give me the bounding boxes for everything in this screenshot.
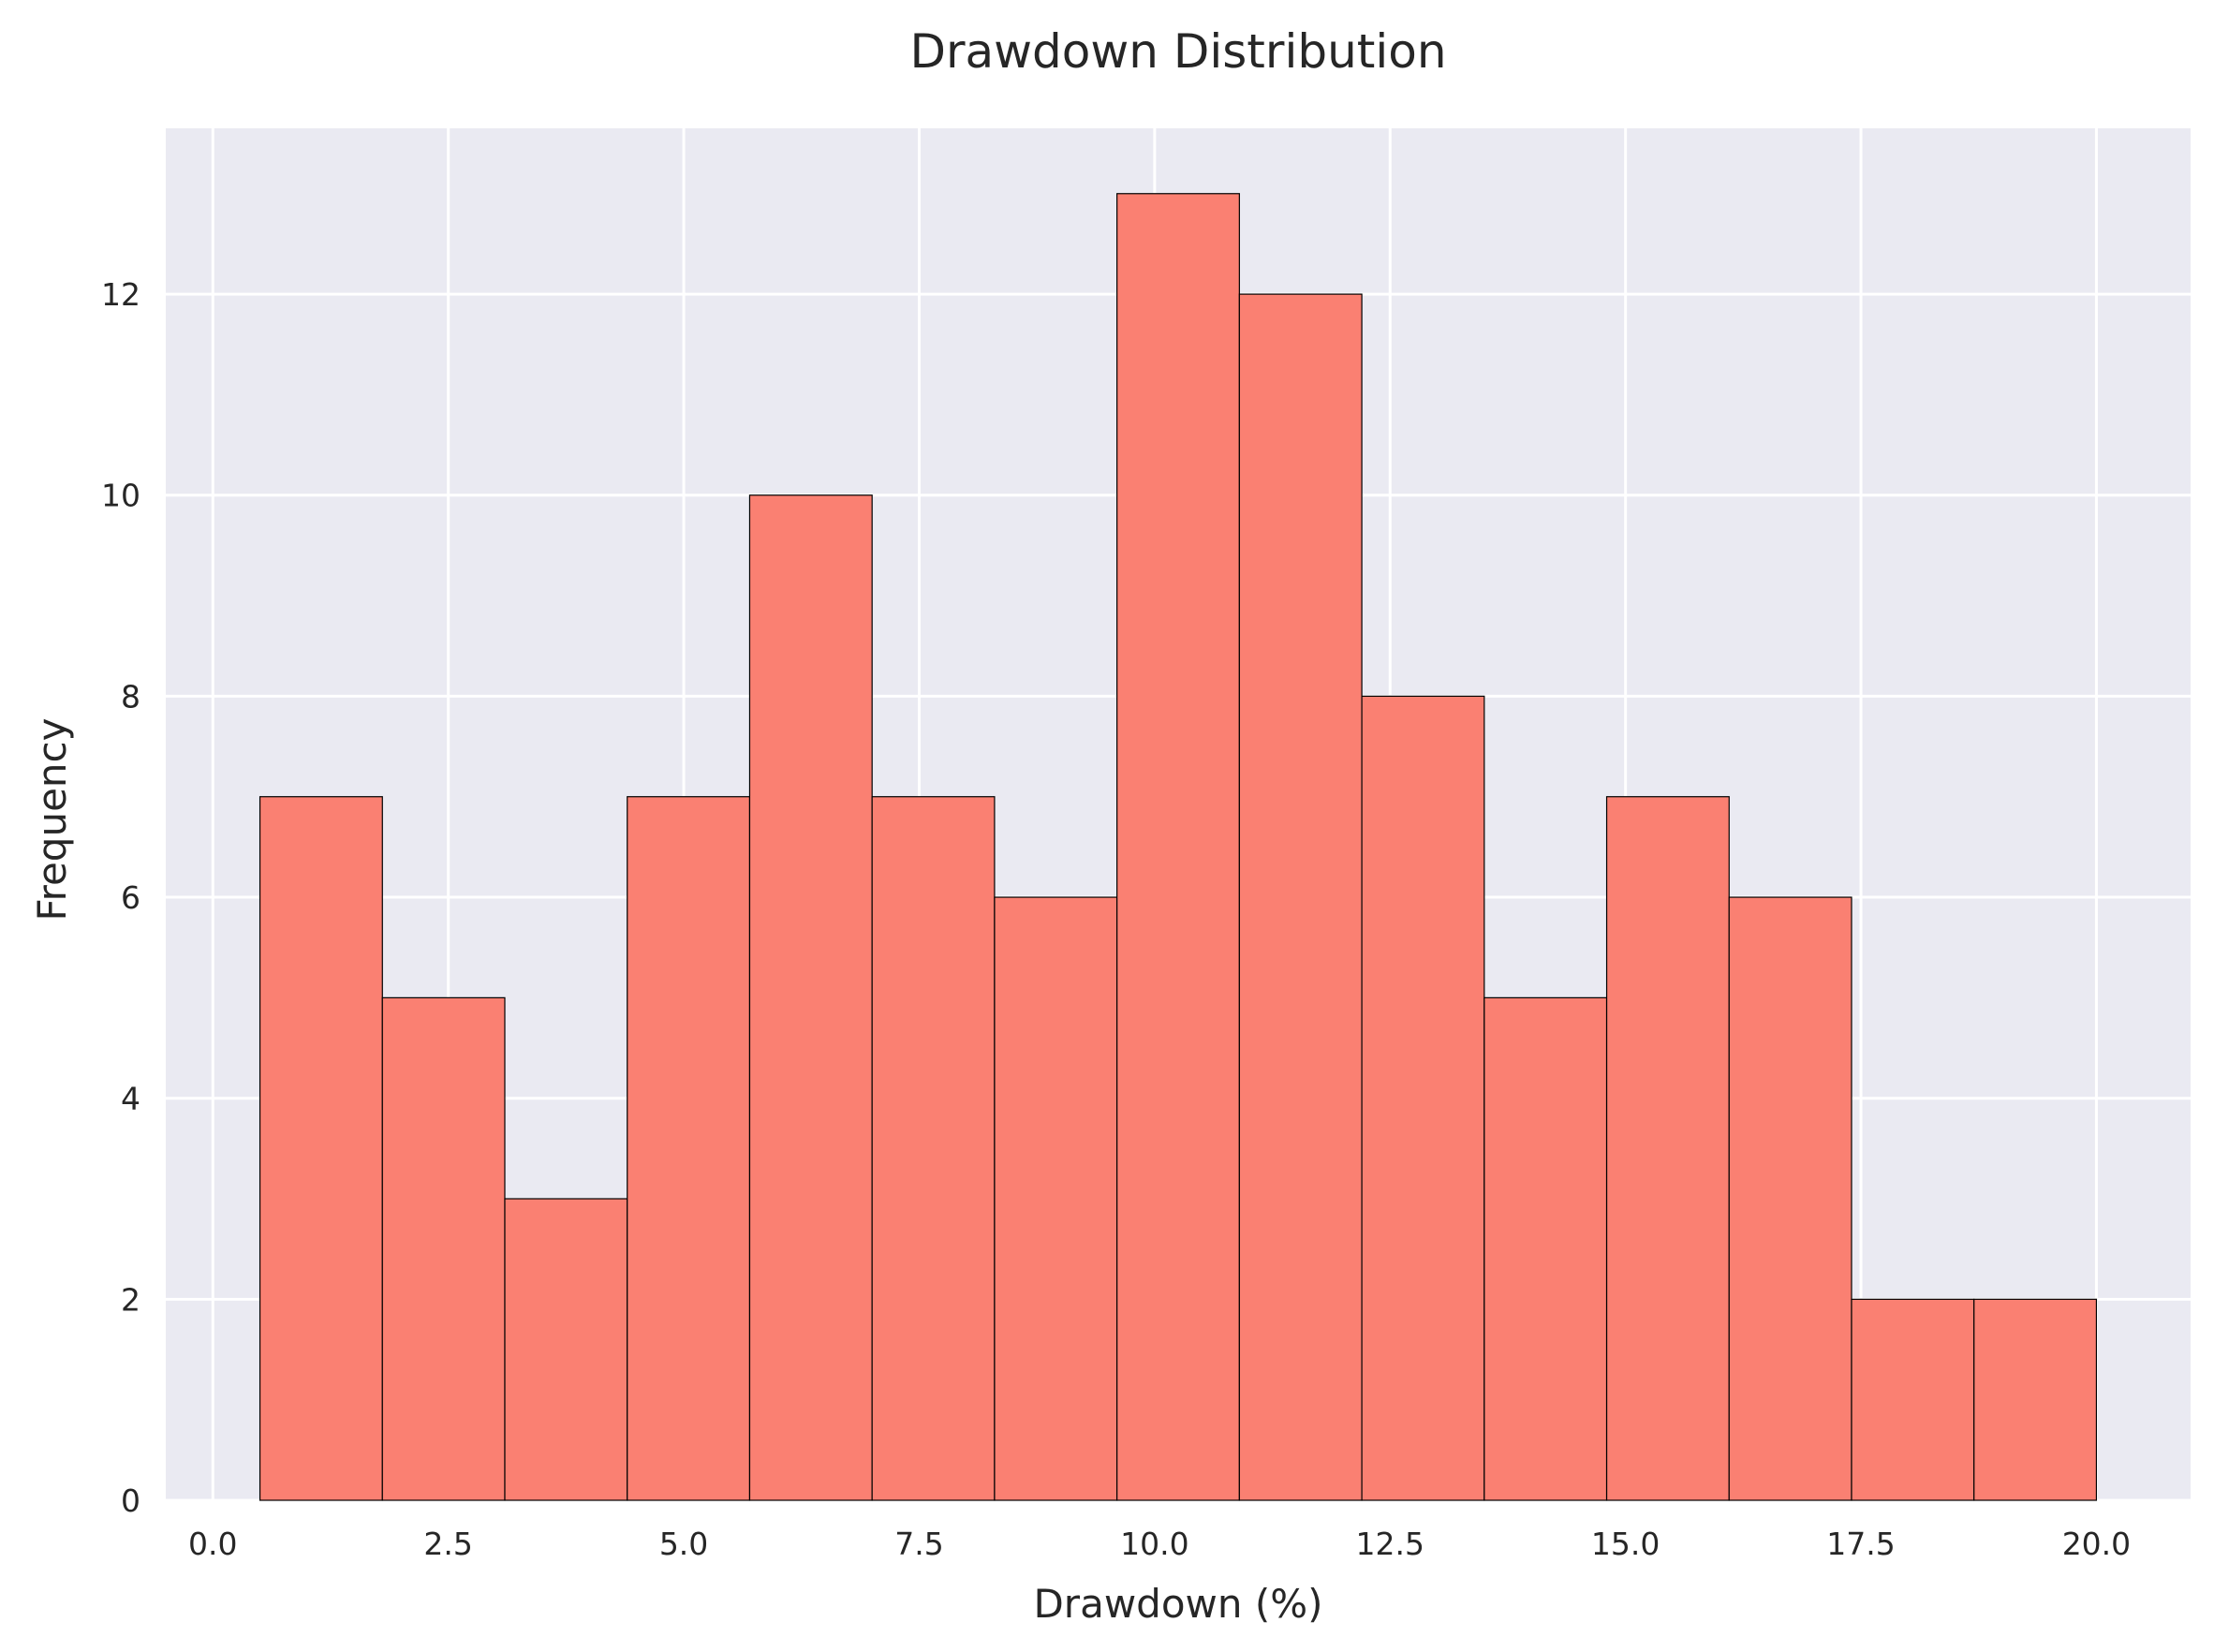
y-tick-label: 8 [121,678,140,715]
x-axis-label: Drawdown (%) [1033,1581,1322,1627]
y-tick-label: 6 [121,879,140,916]
histogram-bar [1851,1298,1975,1501]
histogram-bar [1238,293,1363,1501]
histogram-bar [994,896,1118,1501]
histogram-bar [381,996,506,1501]
x-tick-label: 5.0 [659,1526,708,1562]
x-tick-label: 10.0 [1120,1526,1188,1562]
x-axis-ticks: 0.0 2.5 5.0 7.5 10.0 12.5 15.0 17.5 20.0 [188,1526,2131,1562]
x-tick-label: 0.0 [188,1526,237,1562]
histogram-bar [258,796,383,1501]
y-axis-ticks: 0 2 4 6 8 10 12 [101,276,140,1519]
x-tick-label: 20.0 [2062,1526,2131,1562]
histogram-bar [1116,193,1240,1501]
chart-title: Drawdown Distribution [909,24,1446,79]
histogram-bar [1361,695,1485,1501]
x-tick-label: 17.5 [1826,1526,1895,1562]
histogram-bar [1728,896,1852,1501]
x-tick-label: 7.5 [894,1526,943,1562]
x-tick-label: 2.5 [423,1526,472,1562]
histogram-bar [1483,996,1608,1501]
histogram-bar [1973,1298,2098,1501]
histogram-bar [627,796,751,1501]
histogram-bar [1605,796,1730,1501]
histogram-bar [748,494,873,1501]
y-tick-label: 12 [101,276,140,313]
histogram-bars [258,193,2098,1501]
y-axis-label: Frequency [29,718,75,922]
y-tick-label: 10 [101,478,140,514]
y-tick-label: 4 [121,1081,140,1117]
histogram-bar [504,1198,628,1501]
x-tick-label: 12.5 [1356,1526,1424,1562]
y-tick-label: 2 [121,1281,140,1318]
x-tick-label: 15.0 [1591,1526,1660,1562]
histogram-bar [871,796,996,1501]
y-tick-label: 0 [121,1482,140,1519]
